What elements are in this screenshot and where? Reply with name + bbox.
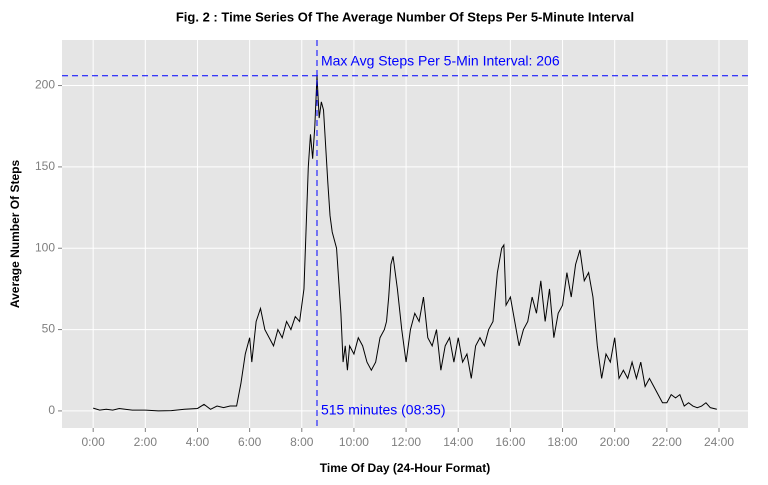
x-tick-label: 20:00 (600, 435, 630, 449)
x-tick-label: 10:00 (339, 435, 369, 449)
x-tick-label: 6:00 (238, 435, 262, 449)
x-tick-label: 0:00 (82, 435, 106, 449)
chart-title: Fig. 2 : Time Series Of The Average Numb… (176, 9, 634, 24)
x-axis-title: Time Of Day (24-Hour Format) (320, 461, 490, 475)
annotation: Max Avg Steps Per 5-Min Interval: 206 (321, 52, 560, 68)
x-tick-label: 24:00 (704, 435, 734, 449)
y-tick-label: 150 (35, 159, 55, 173)
panel (62, 40, 748, 428)
y-tick-label: 50 (42, 322, 56, 336)
y-axis-title: Average Number Of Steps (8, 160, 22, 309)
data-line (93, 75, 717, 412)
x-tick-label: 14:00 (443, 435, 473, 449)
x-tick-label: 18:00 (548, 435, 578, 449)
x-tick-label: 16:00 (495, 435, 525, 449)
x-tick-label: 2:00 (134, 435, 158, 449)
y-tick-label: 100 (35, 240, 55, 254)
x-tick-label: 12:00 (391, 435, 421, 449)
y-tick-label: 0 (48, 403, 55, 417)
y-tick-label: 200 (35, 78, 55, 92)
x-tick-label: 4:00 (186, 435, 210, 449)
x-tick-label: 22:00 (652, 435, 682, 449)
x-tick-label: 8:00 (290, 435, 314, 449)
annotation: 515 minutes (08:35) (321, 402, 446, 418)
